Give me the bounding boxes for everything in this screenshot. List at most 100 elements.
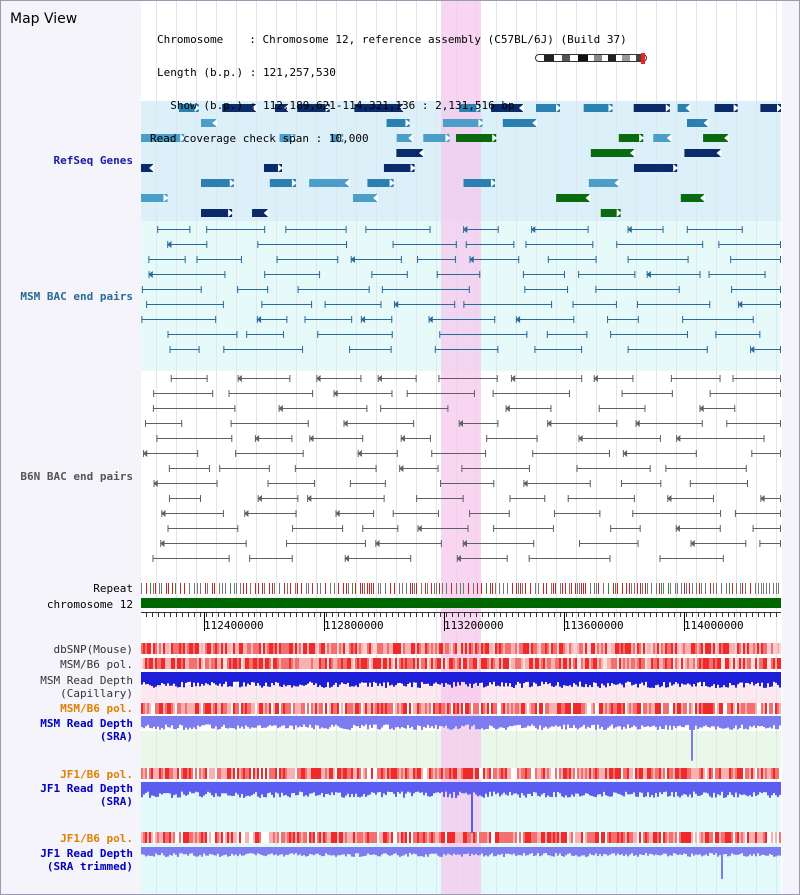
polymorphism-cell <box>165 658 167 669</box>
polymorphism-cell <box>159 768 161 779</box>
depth-bar <box>589 782 591 796</box>
depth-bar <box>285 782 287 795</box>
polymorphism-cell <box>179 658 181 669</box>
depth-bar <box>537 716 539 730</box>
polymorphism-cell <box>563 832 565 843</box>
depth-bar <box>349 716 351 730</box>
polymorphism-cell <box>593 832 595 843</box>
polymorphism-cell <box>445 703 447 714</box>
polymorphism-cell <box>421 768 423 779</box>
depth-bar <box>603 847 605 855</box>
depth-bar <box>307 672 309 684</box>
chromosome-bar <box>141 598 781 608</box>
depth-bar <box>599 847 601 855</box>
depth-bar <box>511 847 513 855</box>
polymorphism-cell <box>771 768 773 779</box>
polymorphism-cell <box>547 768 549 779</box>
repeat-mark <box>516 583 517 594</box>
polymorphism-cell <box>529 658 531 669</box>
repeat-mark <box>301 583 302 594</box>
depth-bar <box>521 847 523 856</box>
polymorphism-cell <box>713 703 715 714</box>
polymorphism-cell <box>321 703 323 714</box>
depth-bar <box>313 716 315 730</box>
depth-bar <box>645 716 647 727</box>
polymorphism-cell <box>643 832 645 843</box>
depth-bar <box>335 716 337 725</box>
depth-bar <box>589 716 591 728</box>
depth-bar <box>393 672 395 687</box>
polymorphism-cell <box>419 703 421 714</box>
polymorphism-cell <box>271 832 273 843</box>
polymorphism-cell <box>369 703 371 714</box>
depth-bar <box>403 782 405 798</box>
polymorphism-cell <box>497 658 499 669</box>
depth-bar <box>513 716 515 726</box>
depth-bar <box>745 782 747 796</box>
polymorphism-cell <box>657 832 659 843</box>
depth-bar <box>565 782 567 796</box>
polymorphism-cell <box>245 832 247 843</box>
depth-bar <box>505 847 507 854</box>
polymorphism-cell <box>639 832 641 843</box>
polymorphism-cell <box>735 658 737 669</box>
chromosome-ideogram[interactable] <box>531 53 653 64</box>
strand-arrow <box>257 495 262 502</box>
depth-bar <box>269 847 271 855</box>
polymorphism-cell <box>705 703 707 714</box>
polymorphism-cell <box>229 832 231 843</box>
depth-bar <box>521 716 523 729</box>
polymorphism-cell <box>557 832 559 843</box>
depth-bar <box>355 716 357 727</box>
repeat-mark <box>543 583 544 594</box>
depth-bar <box>603 716 605 730</box>
depth-bar <box>729 672 731 684</box>
polymorphism-cell <box>683 643 685 654</box>
depth-bar <box>457 672 459 683</box>
depth-bar <box>483 672 485 688</box>
depth-bar <box>275 716 277 726</box>
polymorphism-cell <box>655 658 657 669</box>
depth-bar <box>281 847 283 855</box>
strand-arrow <box>667 495 672 502</box>
depth-bar <box>763 716 765 727</box>
depth-bar <box>483 716 485 730</box>
polymorphism-cell <box>431 643 433 654</box>
depth-bar <box>335 672 337 683</box>
depth-bar <box>595 847 597 854</box>
repeat-mark <box>776 583 777 594</box>
polymorphism-cell <box>613 703 615 714</box>
polymorphism-cell <box>435 832 437 843</box>
depth-bar <box>523 716 525 728</box>
polymorphism-cell <box>563 703 565 714</box>
polymorphism-cell <box>457 703 459 714</box>
depth-bar <box>503 672 505 687</box>
strand-arrow <box>716 149 722 157</box>
repeat-mark <box>726 583 727 594</box>
depth-bar <box>301 782 303 793</box>
polymorphism-cell <box>409 643 411 654</box>
depth-bar <box>393 782 395 794</box>
depth-bar <box>473 672 475 684</box>
polymorphism-cell <box>351 703 353 714</box>
polymorphism-cell <box>149 832 151 843</box>
depth-bar <box>551 782 553 798</box>
polymorphism-cell <box>743 643 745 654</box>
depth-bar <box>433 782 435 794</box>
polymorphism-cell <box>653 832 655 843</box>
polymorphism-cell <box>623 768 625 779</box>
polymorphism-cell <box>765 832 767 843</box>
polymorphism-cell <box>443 643 445 654</box>
polymorphism-cell <box>149 703 151 714</box>
polymorphism-cell <box>555 768 557 779</box>
polymorphism-cell <box>645 832 647 843</box>
depth-bar <box>231 672 233 687</box>
polymorphism-cell <box>371 768 373 779</box>
polymorphism-cell <box>261 643 263 654</box>
polymorphism-cell <box>547 703 549 714</box>
gene-feature <box>396 134 413 142</box>
polymorphism-cell <box>517 643 519 654</box>
depth-bar <box>291 716 293 726</box>
depth-bar <box>177 716 179 729</box>
